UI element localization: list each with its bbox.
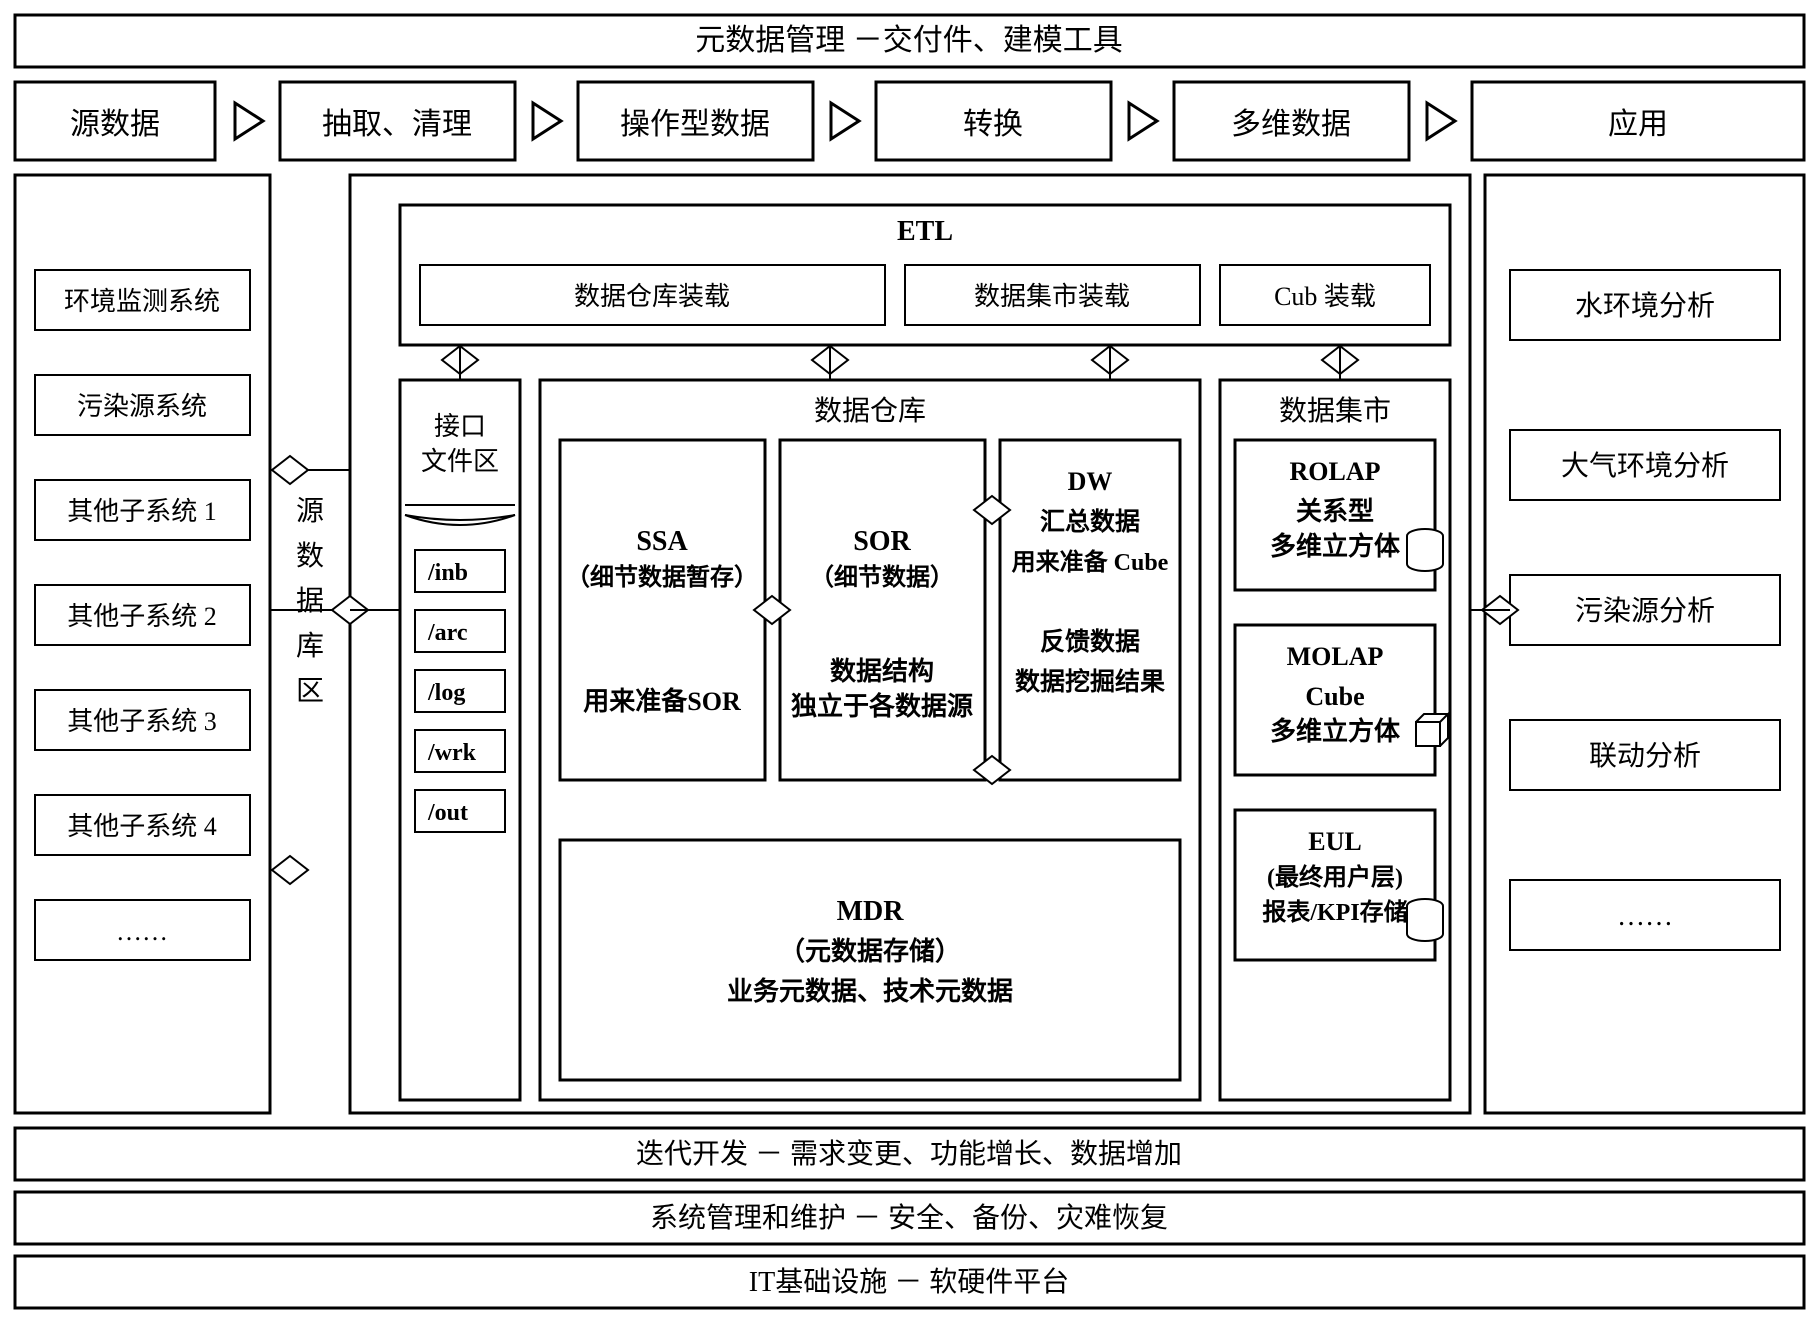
dws-l2: 用来准备 Cube [1012,548,1169,576]
sor-sub: （细节数据） [810,563,954,591]
svg-text:区: 区 [296,676,324,707]
src-4: 其他子系统 3 [67,707,217,736]
ssa-name: SSA [636,526,688,557]
architecture-diagram: 元数据管理 －交付件、建模工具 源数据 抽取、清理 操作型数据 转换 多维数据 … [10,10,1809,1313]
dw-title: 数据仓库 [814,395,926,427]
src-2: 其他子系统 1 [67,497,217,526]
svg-text:/out: /out [427,800,468,826]
stage-5: 应用 [1608,108,1668,141]
rolap-l2: 多维立方体 [1270,531,1401,561]
sor-n1: 数据结构 [830,657,934,686]
etl-l0: 数据仓库装载 [574,282,730,311]
src-0: 环境监测系统 [64,287,220,316]
svg-text:据: 据 [296,585,324,617]
src-3: 其他子系统 2 [67,602,217,631]
dm-title: 数据集市 [1279,395,1391,427]
svg-text:/inb: /inb [427,560,468,586]
app-3: 联动分析 [1589,740,1701,772]
etl-l2: Cub 装载 [1274,282,1376,311]
svg-text:/log: /log [427,680,465,706]
pipeline-row: 源数据 抽取、清理 操作型数据 转换 多维数据 应用 [15,82,1804,160]
src-5: 其他子系统 4 [67,812,217,841]
dws-l4: 数据挖掘结果 [1015,667,1165,696]
dws-name: DW [1068,467,1113,496]
if-title-2: 文件区 [421,447,499,476]
mdr-name: MDR [837,896,905,927]
if-title-1: 接口 [434,412,486,441]
eul-l1: (最终用户层) [1267,863,1403,891]
mdr-note: 业务元数据、技术元数据 [727,977,1013,1006]
eul-l2: 报表/KPI存储 [1262,898,1407,926]
app-2: 污染源分析 [1575,595,1715,627]
etl-title: ETL [897,216,953,247]
footer-1: 系统管理和维护 － 安全、备份、灾难恢复 [650,1202,1168,1234]
stage-4: 多维数据 [1231,108,1351,141]
svg-text:源: 源 [296,496,324,527]
rolap-name: ROLAP [1290,457,1381,486]
footer-2: IT基础设施 － 软硬件平台 [749,1266,1069,1298]
rolap-l1: 关系型 [1296,497,1374,526]
src-1: 污染源系统 [77,392,207,421]
ssa-sub: （细节数据暂存） [566,563,758,591]
molap-l1: Cube [1305,682,1364,711]
eul-name: EUL [1308,827,1361,856]
etl-l1: 数据集市装载 [974,282,1130,311]
app-4: …… [1617,901,1673,932]
svg-text:/wrk: /wrk [427,740,477,766]
dws-l1: 汇总数据 [1040,508,1140,536]
stage-0: 源数据 [70,108,160,141]
header-title: 元数据管理 －交付件、建模工具 [695,24,1123,57]
footer-0: 迭代开发 － 需求变更、功能增长、数据增加 [636,1138,1182,1170]
app-1: 大气环境分析 [1561,450,1729,482]
source-db-label: 源 数 据 库 区 [296,496,324,707]
sor-name: SOR [853,526,911,557]
dws-l3: 反馈数据 [1040,628,1140,656]
svg-text:数: 数 [296,540,324,572]
src-6: …… [116,917,168,946]
molap-name: MOLAP [1287,642,1384,671]
interface-dirs: /inb /arc /log /wrk /out [415,550,505,832]
mdr-sub: （元数据存储） [779,936,961,966]
ssa-note: 用来准备SOR [583,687,741,716]
svg-text:/arc: /arc [427,620,468,646]
stage-2: 操作型数据 [620,108,770,141]
molap-l2: 多维立方体 [1270,716,1401,746]
svg-text:库: 库 [296,630,324,662]
cylinder-icon-2 [1407,899,1443,941]
cube-icon [1416,714,1448,746]
cylinder-icon [1407,529,1443,571]
app-0: 水环境分析 [1575,290,1715,322]
stage-3: 转换 [963,108,1023,141]
sor-n2: 独立于各数据源 [791,691,973,721]
stage-1: 抽取、清理 [322,108,472,141]
